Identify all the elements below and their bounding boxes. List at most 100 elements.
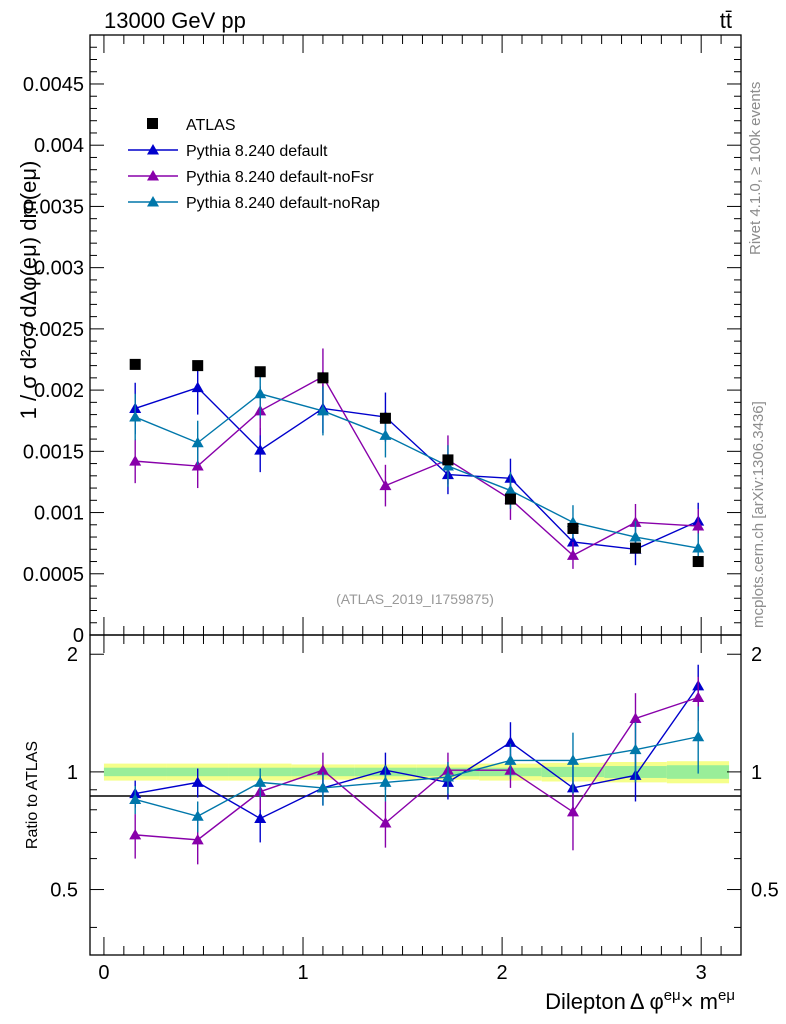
legend-label: Pythia 8.240 default-noRap xyxy=(186,195,380,212)
x-axis-label-sup2: eμ xyxy=(718,987,735,1004)
ratio-frame xyxy=(89,634,742,956)
atlas-point xyxy=(442,454,454,466)
ratio-point xyxy=(191,833,204,845)
legend-label: Pythia 8.240 default xyxy=(186,143,328,160)
main-point xyxy=(379,479,392,491)
main-series xyxy=(129,348,705,569)
main-series-line xyxy=(134,393,699,549)
main-y-tick-label: 0.0025 xyxy=(23,319,84,341)
main-panel: 0 0.0005 0.001 0.0015 0.002 0.0025 0.003 0.0035… xyxy=(16,34,742,647)
main-point xyxy=(191,436,204,448)
x-tick-label: 3 xyxy=(696,962,707,984)
main-y-tick-label: 0.0015 xyxy=(23,441,84,463)
ratio-axis-ticks: 0.5 0.5 1 1 2 2 0 1 2 3 xyxy=(50,635,779,984)
main-y-tick-label: 0.0045 xyxy=(23,74,84,96)
ratio-series xyxy=(129,664,705,865)
ratio-point xyxy=(129,793,142,804)
main-series-line xyxy=(135,375,699,557)
ratio-point xyxy=(254,776,267,787)
header-left: 13000 GeV pp xyxy=(104,8,246,33)
main-y-tick-label: 0.0005 xyxy=(23,564,84,586)
rivet-label: Rivet 4.1.0, ≥ 100k events xyxy=(747,82,764,255)
ratio-point xyxy=(379,816,392,828)
main-point xyxy=(316,404,329,416)
ratio-y-tick-label: 0.5 xyxy=(50,880,78,902)
legend: ATLAS Pythia 8.240 default Pythia 8.240 de… xyxy=(128,117,380,212)
ratio-point xyxy=(566,805,579,817)
ratio-point xyxy=(129,828,142,840)
main-point xyxy=(129,411,142,422)
x-axis-label-main: Dilepton xyxy=(545,989,626,1014)
ratio-point xyxy=(629,743,642,755)
main-y-axis-label: 1 / σ d²σ / dΔφ(eμ) dm(eμ) xyxy=(16,161,41,420)
ratio-point xyxy=(692,730,705,742)
legend-marker xyxy=(147,144,159,155)
ratio-point xyxy=(379,776,392,787)
ratio-point xyxy=(191,776,204,787)
main-series-line xyxy=(134,386,699,551)
main-point xyxy=(254,444,267,455)
atlas-point xyxy=(129,358,141,370)
main-point xyxy=(566,549,579,560)
atlas-point xyxy=(692,556,704,568)
ratio-series-line xyxy=(135,736,699,817)
ratio-point xyxy=(504,736,517,747)
ratio-point xyxy=(566,754,579,765)
ratio-point xyxy=(254,812,267,823)
main-point xyxy=(129,455,142,466)
ratio-y-tick-label-right: 0.5 xyxy=(751,880,779,902)
main-point xyxy=(692,542,705,553)
ratio-y-tick-label-right: 1 xyxy=(751,762,762,784)
atlas-point xyxy=(629,542,641,554)
main-point xyxy=(504,484,517,496)
main-y-tick-label: 0.003 xyxy=(34,258,84,280)
atlas-point xyxy=(317,372,329,384)
ratio-point xyxy=(316,764,329,775)
atlas-point xyxy=(567,522,579,534)
main-point xyxy=(254,387,267,399)
main-point xyxy=(191,381,204,393)
main-y-tick-label: 0.001 xyxy=(34,503,84,525)
ratio-point xyxy=(629,712,642,723)
x-tick-label: 2 xyxy=(497,962,508,984)
legend-label: ATLAS xyxy=(186,117,236,134)
ratio-series-line xyxy=(135,685,699,820)
atlas-point xyxy=(192,360,204,372)
ratio-point xyxy=(441,771,454,782)
main-point xyxy=(566,535,579,547)
main-y-tick-label: 0.0035 xyxy=(23,196,84,218)
x-tick-label: 0 xyxy=(98,962,109,984)
legend-marker xyxy=(147,118,158,129)
x-axis-label: Dilepton Δ φeμ× meμ xyxy=(545,987,735,1014)
ratio-y-tick-label: 2 xyxy=(67,644,78,666)
legend-marker xyxy=(147,196,159,207)
x-tick-label: 1 xyxy=(297,962,308,984)
ratio-y-tick-label-right: 2 xyxy=(751,644,762,666)
ratio-panel: 0.5 0.5 1 1 2 2 0 1 2 3 Ratio to ATLAS Dilepton Δ … xyxy=(24,634,779,1014)
analysis-id: (ATLAS_2019_I1759875) xyxy=(336,591,494,607)
main-y-tick-label: 0.002 xyxy=(34,380,84,402)
ratio-band-inner xyxy=(103,767,167,777)
main-axis-ticks: 0 0.0005 0.001 0.0015 0.002 0.0025 0.003 0.0035… xyxy=(23,34,741,647)
main-point xyxy=(379,429,392,440)
main-y-tick-label: 0 xyxy=(73,625,84,647)
main-y-tick-label: 0.004 xyxy=(34,135,84,157)
legend-marker xyxy=(147,170,159,181)
ratio-series-line xyxy=(135,696,699,841)
x-axis-label-times: × m xyxy=(681,989,718,1014)
ratio-point xyxy=(191,810,204,821)
main-point xyxy=(629,531,642,542)
header-right: tt̄ xyxy=(720,8,732,33)
ratio-point xyxy=(692,691,705,703)
ratio-y-tick-label: 1 xyxy=(67,762,78,784)
main-point xyxy=(692,520,705,531)
ratio-y-axis-label: Ratio to ATLAS xyxy=(24,741,41,849)
x-axis-label-delta: Δ φ xyxy=(630,989,664,1014)
x-axis-label-sup1: eμ xyxy=(664,987,681,1004)
mcplots-label: mcplots.cern.ch [arXiv:1306.3436] xyxy=(750,401,767,628)
legend-label: Pythia 8.240 default-noFsr xyxy=(186,169,374,186)
atlas-point xyxy=(379,412,391,424)
atlas-point xyxy=(504,493,516,505)
ratio-point xyxy=(316,781,329,793)
